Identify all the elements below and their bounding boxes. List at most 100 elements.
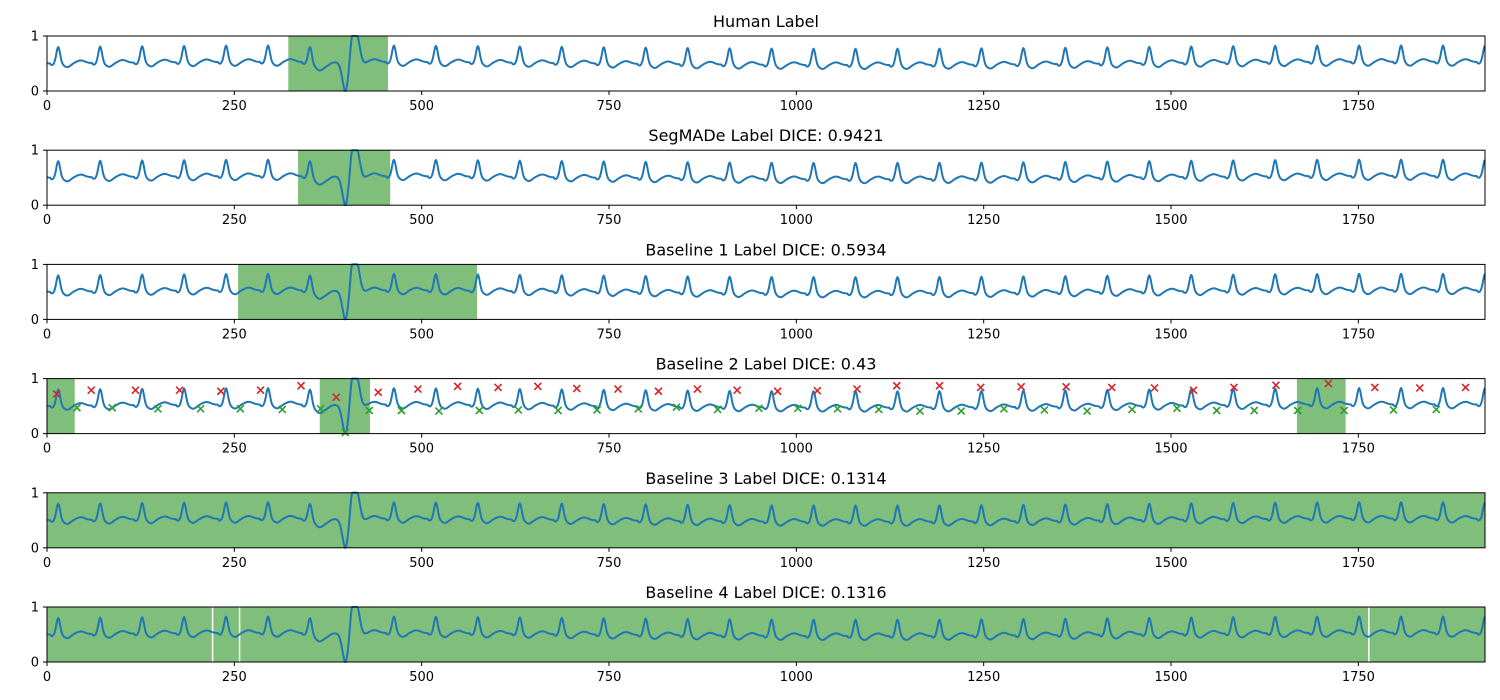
y-tick-label: 0 bbox=[31, 199, 39, 214]
y-tick-label: 0 bbox=[31, 313, 39, 328]
green-marker bbox=[514, 405, 523, 415]
x-tick-label: 1250 bbox=[967, 327, 1000, 342]
panel-3: Baseline 1 Label DICE: 0.5934 0 250 500 750 1… bbox=[31, 240, 1486, 342]
red-marker bbox=[1415, 383, 1424, 393]
red-marker bbox=[613, 384, 623, 394]
x-tick-label: 1000 bbox=[780, 213, 813, 228]
x-tick-label: 1000 bbox=[780, 670, 813, 685]
green-marker bbox=[397, 406, 406, 415]
x-tick-label: 0 bbox=[43, 670, 51, 685]
x-tick-label: 1250 bbox=[967, 670, 1000, 685]
x-tick-label: 750 bbox=[597, 327, 622, 342]
green-marker bbox=[1389, 405, 1398, 415]
x-tick-label: 1750 bbox=[1342, 442, 1375, 457]
panel-6: Baseline 4 Label DICE: 0.1316 0 250 500 750 1… bbox=[31, 583, 1486, 685]
red-marker bbox=[533, 382, 542, 391]
green-marker bbox=[153, 404, 162, 413]
green-marker bbox=[1083, 406, 1092, 416]
panel-2: SegMADe Label DICE: 0.9421 0 250 500 750 1000… bbox=[31, 126, 1486, 228]
green-marker bbox=[957, 406, 966, 416]
x-tick-label: 0 bbox=[43, 99, 51, 114]
red-marker bbox=[1189, 386, 1198, 395]
x-tick-label: 1750 bbox=[1342, 670, 1375, 685]
red-marker bbox=[494, 383, 503, 392]
x-tick-label: 1250 bbox=[967, 99, 1000, 114]
green-marker bbox=[278, 405, 287, 414]
red-marker bbox=[175, 386, 184, 395]
x-tick-label: 250 bbox=[222, 442, 247, 457]
x-tick-label: 1500 bbox=[1154, 99, 1187, 114]
x-tick-label: 250 bbox=[222, 99, 247, 114]
y-tick-label: 1 bbox=[31, 372, 39, 387]
highlight-region bbox=[298, 150, 391, 206]
highlight-region bbox=[47, 378, 75, 434]
y-tick-label: 0 bbox=[31, 656, 39, 671]
green-marker bbox=[672, 403, 681, 412]
y-tick-label: 1 bbox=[31, 258, 39, 273]
x-tick-label: 1500 bbox=[1154, 670, 1187, 685]
red-marker bbox=[733, 386, 742, 395]
x-tick-label: 750 bbox=[597, 670, 622, 685]
red-marker bbox=[52, 389, 61, 399]
plot-frame bbox=[46, 492, 1486, 549]
x-tick-label: 1750 bbox=[1342, 213, 1375, 228]
panel-title: Baseline 2 Label DICE: 0.43 bbox=[656, 355, 877, 374]
red-marker bbox=[1370, 383, 1379, 392]
red-marker bbox=[1324, 379, 1333, 388]
x-tick-label: 1000 bbox=[780, 327, 813, 342]
green-marker bbox=[833, 404, 842, 413]
green-marker bbox=[1340, 406, 1349, 415]
x-tick-label: 1500 bbox=[1154, 213, 1187, 228]
plot-frame bbox=[46, 606, 1486, 663]
panel-title: Human Label bbox=[713, 12, 819, 31]
x-tick-label: 750 bbox=[597, 556, 622, 571]
x-tick-label: 500 bbox=[409, 99, 434, 114]
x-tick-label: 250 bbox=[222, 556, 247, 571]
plot-frame bbox=[46, 35, 1486, 92]
y-tick-label: 0 bbox=[31, 427, 39, 442]
signal-line bbox=[46, 606, 1486, 663]
red-marker bbox=[256, 386, 265, 395]
x-tick-label: 750 bbox=[597, 99, 622, 114]
highlight-region bbox=[47, 492, 1485, 548]
green-marker bbox=[634, 404, 643, 413]
green-marker bbox=[1127, 405, 1137, 414]
green-marker bbox=[793, 404, 802, 413]
highlight-region bbox=[319, 378, 370, 434]
plot-frame bbox=[46, 149, 1486, 206]
green-marker bbox=[236, 404, 245, 413]
panel-title: Baseline 1 Label DICE: 0.5934 bbox=[645, 240, 886, 259]
red-marker bbox=[1017, 382, 1026, 391]
green-marker bbox=[434, 406, 443, 416]
red-marker bbox=[87, 386, 96, 395]
green-marker bbox=[316, 404, 325, 413]
panel-title: Baseline 3 Label DICE: 0.1314 bbox=[645, 469, 886, 488]
highlight-region bbox=[213, 607, 239, 662]
x-tick-label: 1250 bbox=[967, 556, 1000, 571]
green-marker bbox=[1212, 406, 1221, 415]
x-tick-label: 1000 bbox=[780, 99, 813, 114]
panel-4: Baseline 2 Label DICE: 0.43 0 250 500 750 100… bbox=[31, 355, 1486, 457]
signal-line bbox=[46, 35, 1486, 92]
x-tick-label: 1750 bbox=[1342, 556, 1375, 571]
x-tick-label: 0 bbox=[43, 442, 51, 457]
highlight-region bbox=[238, 264, 478, 320]
x-tick-label: 1000 bbox=[780, 442, 813, 457]
x-tick-label: 1750 bbox=[1342, 327, 1375, 342]
green-marker bbox=[999, 404, 1008, 413]
red-marker bbox=[1150, 383, 1159, 393]
y-tick-label: 1 bbox=[31, 144, 39, 159]
x-tick-label: 1250 bbox=[967, 213, 1000, 228]
green-marker bbox=[108, 403, 117, 412]
y-tick-label: 1 bbox=[31, 601, 39, 616]
red-marker bbox=[374, 388, 383, 397]
green-marker bbox=[72, 403, 82, 412]
red-marker bbox=[1062, 382, 1071, 391]
panel-1: Human Label 0 250 500 750 1000 1250 1500 1750 0 1 bbox=[31, 12, 1486, 114]
red-marker bbox=[813, 386, 822, 395]
y-tick-label: 1 bbox=[31, 486, 39, 501]
x-tick-label: 1750 bbox=[1342, 99, 1375, 114]
x-tick-label: 500 bbox=[409, 670, 434, 685]
red-marker bbox=[296, 381, 306, 390]
green-marker bbox=[196, 404, 205, 413]
